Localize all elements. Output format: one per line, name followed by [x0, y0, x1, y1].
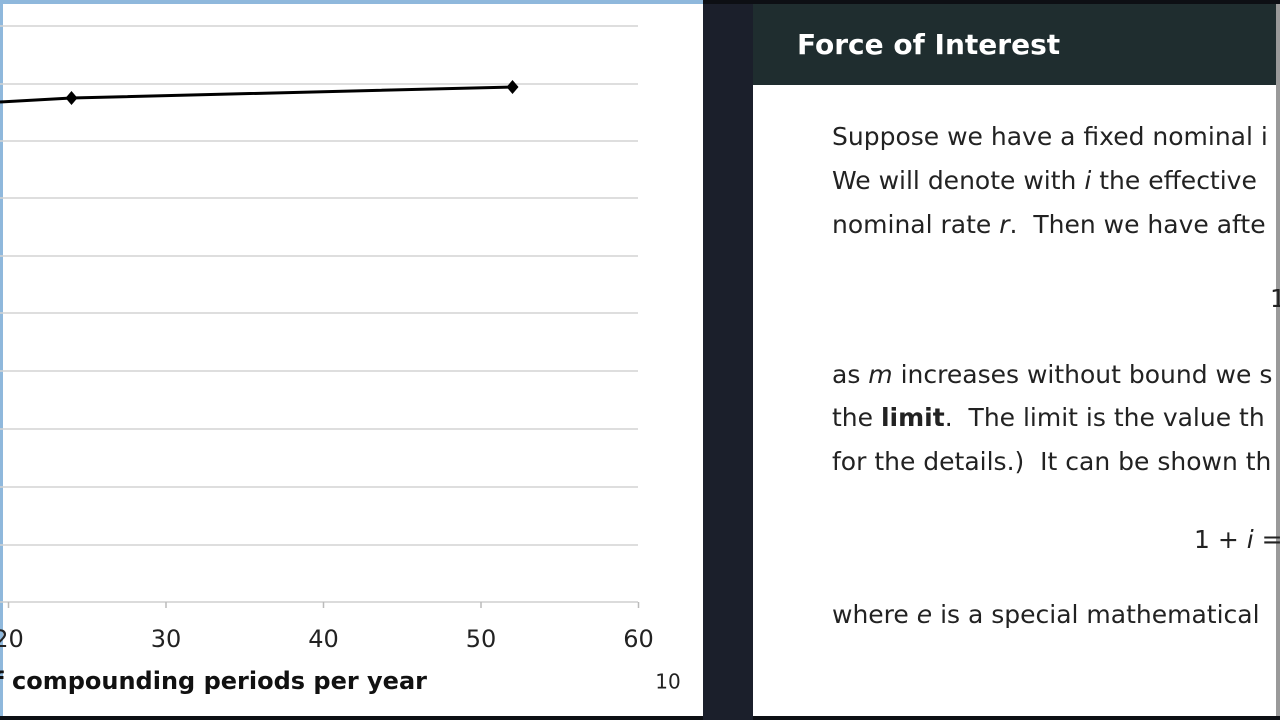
- text-run: . The limit is the value th: [945, 403, 1265, 432]
- text-run: 1 +: [1194, 525, 1247, 554]
- title-bar: [753, 4, 1280, 85]
- text-run: m: [868, 360, 892, 389]
- text-run: i: [1084, 166, 1091, 195]
- slide-border: [0, 0, 3, 716]
- text-run: i: [1247, 525, 1254, 554]
- slide-title: Force of Interest: [797, 28, 1060, 61]
- divider: [703, 4, 753, 720]
- text-run: as: [832, 360, 868, 389]
- text-line: Suppose we have a fixed nominal i: [832, 122, 1268, 151]
- text-run: the: [832, 403, 881, 432]
- text-run: nominal rate: [832, 210, 999, 239]
- left-slide: [0, 0, 703, 716]
- x-axis-label: Number of compounding periods per year: [0, 667, 427, 695]
- text-line: the limit. The limit is the value th: [832, 403, 1265, 432]
- text-run: e: [917, 600, 932, 629]
- text-run: We will denote with: [832, 166, 1084, 195]
- text-run: =: [1254, 525, 1280, 554]
- right-slide: [753, 4, 1280, 716]
- text-run: 1: [1270, 284, 1280, 313]
- x-tick-label: 40: [308, 625, 339, 653]
- x-tick-label: 20: [0, 625, 24, 653]
- text-line: nominal rate r. Then we have afte: [832, 210, 1266, 239]
- text-run: limit: [881, 403, 945, 432]
- text-run: where: [832, 600, 917, 629]
- chart: 20 30 40 50 60: [0, 25, 654, 653]
- text-run: . Then we have afte: [1010, 210, 1266, 239]
- slide-edge: [1276, 4, 1280, 716]
- slide-body: Suppose we have a fixed nominal i We will…: [832, 122, 1280, 629]
- slide-border: [0, 0, 703, 4]
- text-run: Suppose we have a fixed nominal i: [832, 122, 1268, 151]
- data-marker: [65, 91, 78, 105]
- text-run: r: [999, 210, 1011, 239]
- text-run: increases without bound we s: [893, 360, 1273, 389]
- text-run: is a special mathematical: [932, 600, 1259, 629]
- text-line: for the details.) It can be shown th: [832, 447, 1271, 476]
- x-tick-label: 60: [623, 625, 654, 653]
- text-line: as m increases without bound we s: [832, 360, 1272, 389]
- x-tick-label: 50: [466, 625, 497, 653]
- x-tick-label: 30: [151, 625, 182, 653]
- text-run: the effective: [1091, 166, 1257, 195]
- text-line: where e is a special mathematical: [832, 600, 1260, 629]
- text-run: for the details.) It can be shown th: [832, 447, 1271, 476]
- page-number: 10: [655, 670, 680, 694]
- data-marker: [506, 80, 519, 94]
- text-line: 1 + i =: [1194, 525, 1280, 554]
- text-line: We will denote with i the effective: [832, 166, 1257, 195]
- text-line: 1: [1270, 284, 1280, 313]
